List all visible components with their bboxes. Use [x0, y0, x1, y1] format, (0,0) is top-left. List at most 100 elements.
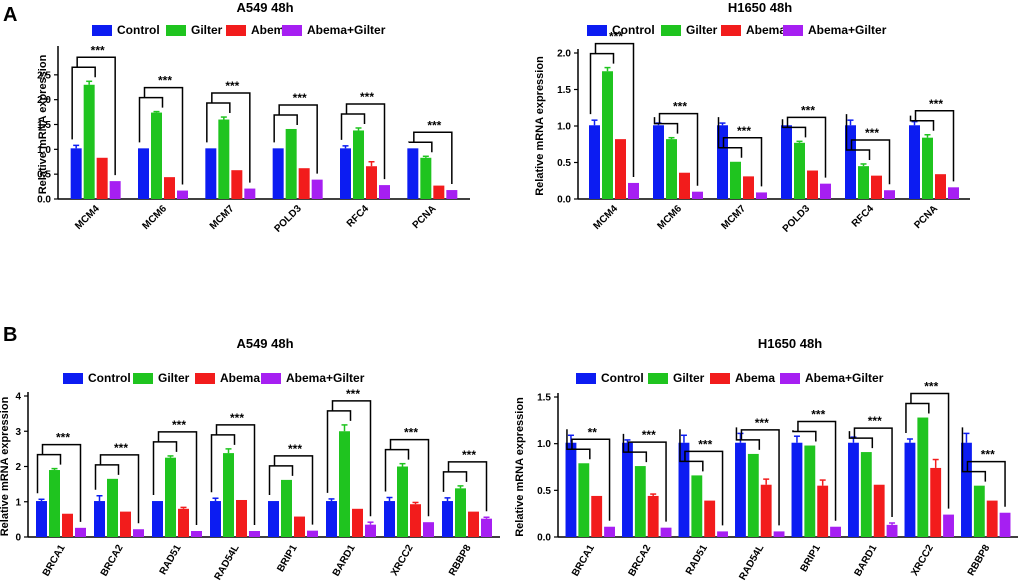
y-tick-label: 0.5 — [557, 158, 571, 169]
significance-bracket-outer — [41, 443, 82, 522]
bar-control-brip1 — [268, 501, 279, 537]
legend-label: Control — [601, 371, 644, 385]
significance-bracket-inner — [268, 465, 294, 496]
bar-abema-rad54l — [236, 499, 247, 537]
significance-bracket-outer — [797, 420, 837, 521]
significance-bracket-outer — [914, 110, 955, 182]
significance-label: *** — [737, 124, 751, 138]
bar-gilter-mcm4 — [602, 71, 613, 199]
bar-gilter-pold3 — [794, 142, 805, 199]
significance-bracket-outer — [278, 104, 318, 174]
bar-gilter-rad51 — [165, 457, 176, 537]
legend-label: Abema+Gilter — [307, 23, 386, 37]
significance-bracket-inner — [781, 119, 807, 138]
y-tick-label: 1.0 — [557, 122, 571, 133]
bar-abema-gilter-mcm7 — [756, 192, 767, 199]
y-tick-label: 1.5 — [37, 120, 51, 131]
bar-gilter-bard1 — [339, 431, 350, 537]
significance-bracket-outer — [389, 438, 430, 517]
legend-label: Abema — [220, 371, 260, 385]
significance-bracket-outer — [786, 116, 827, 178]
bar-abema-mcm6 — [679, 172, 690, 199]
bar-control-pold3 — [781, 125, 792, 199]
bar-abema-gilter-brca2 — [660, 527, 672, 537]
x-tick-label-brip1: BRIP1 — [275, 543, 299, 574]
bar-abema-gilter-mcm4 — [109, 181, 121, 199]
significance-label: *** — [346, 387, 360, 401]
panel-label-a: A — [3, 4, 17, 26]
significance-label: *** — [293, 91, 307, 105]
bar-abema-gilter-rbbp8 — [481, 518, 492, 537]
y-tick-label: 2.0 — [37, 95, 51, 106]
bar-control-bard1 — [848, 442, 859, 537]
significance-bracket-inner — [905, 402, 930, 433]
significance-label: ** — [588, 425, 598, 439]
bar-control-rad51 — [678, 442, 690, 537]
bar-abema-pold3 — [807, 170, 818, 199]
significance-label: *** — [360, 90, 374, 104]
x-tick-label-brca1: BRCA1 — [41, 543, 68, 579]
significance-bracket-inner — [961, 427, 987, 482]
bar-gilter-xrcc2 — [917, 417, 929, 537]
significance-label: *** — [673, 100, 687, 114]
significance-bracket-outer — [143, 86, 184, 185]
x-tick-label-mcm6: MCM6 — [656, 203, 685, 232]
bar-abema-xrcc2 — [410, 504, 421, 537]
y-tick-label: 1 — [15, 497, 21, 508]
x-tick-label-rbbp8: RBBP8 — [447, 543, 474, 578]
legend-swatch-gilter — [661, 25, 681, 36]
significance-label: *** — [924, 380, 938, 394]
bar-abema-gilter-rad54l — [773, 531, 785, 537]
legend-label: Gilter — [686, 23, 718, 37]
bar-abema-gilter-brca1 — [604, 526, 615, 537]
significance-bracket-inner — [566, 429, 591, 460]
significance-bracket-inner — [622, 433, 648, 463]
bar-control-rbbp8 — [442, 501, 453, 537]
significance-bracket-outer — [853, 427, 893, 517]
significance-bracket-outer — [966, 460, 1006, 507]
legend-swatch-abema — [710, 373, 730, 384]
x-tick-label-bard1: BARD1 — [331, 543, 358, 579]
significance-label: *** — [91, 43, 105, 57]
legend-label: Abema+Gilter — [805, 371, 884, 385]
bar-abema-gilter-rfc4 — [884, 190, 895, 199]
bar-control-rfc4 — [340, 148, 351, 199]
x-tick-label-brca2: BRCA2 — [627, 543, 654, 579]
x-tick-label-rbbp8: RBBP8 — [966, 543, 993, 578]
bar-gilter-rfc4 — [353, 130, 364, 199]
significance-bracket-outer — [331, 400, 372, 517]
significance-label: *** — [225, 79, 239, 93]
bar-abema-rbbp8 — [468, 511, 479, 537]
bar-abema-gilter-rad54l — [249, 531, 260, 537]
bar-gilter-brca2 — [107, 478, 118, 537]
bar-gilter-xrcc2 — [397, 466, 408, 537]
bar-abema-gilter-pold3 — [820, 183, 831, 199]
legend-swatch-gilter — [648, 373, 668, 384]
bar-abema-gilter-brip1 — [307, 530, 318, 537]
bar-abema-gilter-rfc4 — [379, 185, 390, 199]
legend-swatch-control — [92, 25, 112, 36]
legend-swatch-abema-gilter — [282, 25, 302, 36]
bar-gilter-brip1 — [804, 445, 816, 537]
significance-bracket-outer — [571, 438, 611, 521]
bar-gilter-pold3 — [285, 128, 297, 199]
chart-title: A549 48h — [236, 0, 293, 15]
significance-label: *** — [698, 437, 712, 451]
bar-abema-gilter-bard1 — [365, 524, 376, 537]
chart-title: A549 48h — [236, 336, 293, 351]
y-tick-label: 1.0 — [37, 145, 51, 156]
bar-control-pcna — [909, 125, 920, 199]
bar-abema-mcm4 — [96, 157, 108, 199]
y-tick-label: 1.5 — [557, 85, 571, 96]
significance-bracket-inner — [792, 430, 817, 442]
significance-bracket-inner — [273, 114, 298, 143]
legend-label: Abema+Gilter — [286, 371, 365, 385]
bar-abema-rad51 — [178, 508, 189, 537]
x-tick-label-brca2: BRCA2 — [99, 543, 126, 579]
legend-swatch-abema — [226, 25, 246, 36]
significance-bracket-outer — [273, 455, 314, 525]
bar-gilter-pcna — [420, 157, 432, 199]
bar-control-mcm7 — [717, 125, 728, 199]
significance-bracket-inner — [94, 464, 120, 490]
